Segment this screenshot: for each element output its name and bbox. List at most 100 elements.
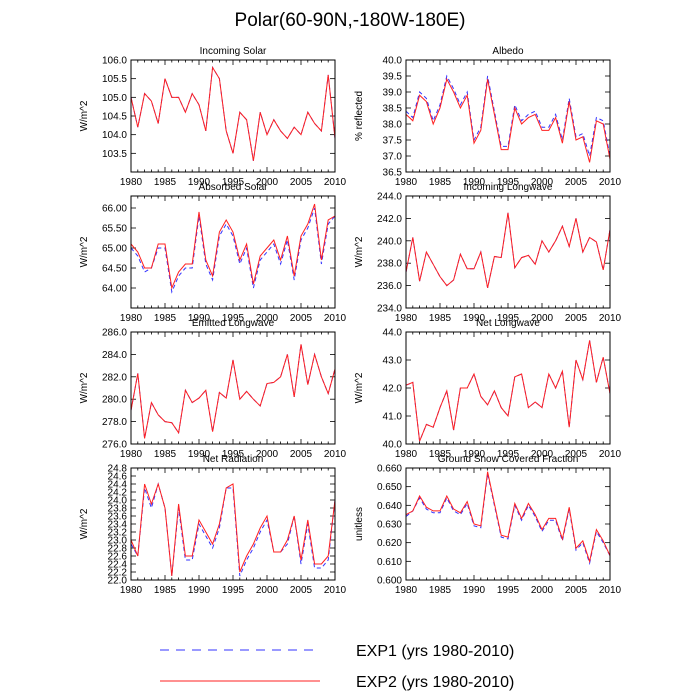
y-tick-label: 284.0	[102, 350, 127, 361]
x-tick-label: 1985	[154, 313, 177, 324]
x-tick-label: 1985	[429, 449, 452, 460]
y-axis-label: W/m^2	[354, 236, 365, 267]
y-tick-label: 24.2	[108, 488, 128, 499]
panel-title: Net Radiation	[203, 454, 264, 465]
y-tick-label: 276.0	[102, 440, 127, 451]
x-tick-label: 1980	[395, 585, 418, 596]
series-exp1-line	[130, 482, 336, 577]
y-tick-label: 280.0	[102, 395, 127, 406]
x-tick-label: 2010	[324, 449, 347, 460]
x-tick-label: 1985	[429, 177, 452, 188]
y-tick-label: 37.5	[383, 136, 403, 147]
y-tick-label: 24.6	[108, 472, 128, 483]
y-tick-label: 236.0	[377, 281, 402, 292]
y-tick-label: 24.4	[108, 480, 128, 491]
series-exp1-line	[130, 344, 336, 439]
x-tick-label: 1985	[429, 585, 452, 596]
series-exp2-line	[130, 65, 336, 161]
y-tick-label: 38.5	[383, 104, 403, 115]
y-tick-label: 65.00	[102, 244, 127, 255]
x-tick-label: 2005	[290, 177, 313, 188]
y-tick-label: 24.0	[108, 496, 128, 507]
y-tick-label: 65.50	[102, 224, 127, 235]
x-tick-label: 1985	[154, 585, 177, 596]
y-axis-label: W/m^2	[79, 372, 90, 403]
panel-incoming-solar: Incoming Solar W/m^2 1980 1985 1990 1995 2000 2…	[79, 46, 347, 188]
series-exp1-line	[405, 74, 611, 157]
y-tick-label: 103.5	[102, 149, 127, 160]
plot-frame	[130, 331, 336, 445]
y-tick-label: 22.0	[108, 576, 128, 587]
panel-albedo: Albedo % reflected 1980 1985 1990 1995 2000 200…	[354, 46, 622, 188]
y-tick-label: 234.0	[377, 304, 402, 315]
x-tick-label: 2005	[565, 313, 588, 324]
y-tick-label: 0.630	[377, 520, 402, 531]
plot-frame	[130, 59, 336, 173]
panel-net-longwave: Net Longwave W/m^2 1980 1985 1990 1995 2000 200…	[354, 318, 622, 460]
y-tick-label: 23.6	[108, 512, 128, 523]
x-tick-label: 1995	[497, 449, 520, 460]
x-tick-label: 2010	[599, 585, 622, 596]
panel-title: Incoming Solar	[200, 46, 267, 57]
y-tick-label: 282.0	[102, 372, 127, 383]
y-tick-label: 24.8	[108, 464, 128, 475]
y-tick-label: 39.0	[383, 88, 403, 99]
panel-net-radiation: Net Radiation W/m^2 1980 1985 1990 1995 2000 20…	[79, 454, 347, 596]
x-tick-label: 2010	[324, 585, 347, 596]
plot-frame	[405, 59, 611, 173]
y-tick-label: 64.00	[102, 284, 127, 295]
y-tick-label: 40.0	[383, 56, 403, 67]
x-tick-label: 2010	[324, 177, 347, 188]
x-tick-label: 2005	[565, 177, 588, 188]
x-tick-label: 2010	[599, 449, 622, 460]
y-tick-label: 23.0	[108, 536, 128, 547]
y-tick-label: 0.650	[377, 482, 402, 493]
x-tick-label: 2000	[531, 313, 554, 324]
y-axis-label: W/m^2	[79, 508, 90, 539]
x-tick-label: 2005	[290, 313, 313, 324]
panel-absorbed-solar: Absorbed Solar W/m^2 1980 1985 1990 1995 2000 2…	[79, 182, 347, 324]
y-axis-label: % reflected	[354, 91, 365, 141]
panel-ground-snow-covered-fraction: Ground Snow Covered Fraction unitless 1980…	[354, 454, 622, 596]
y-tick-label: 44.0	[383, 328, 403, 339]
panel-emitted-longwave: Emitted Longwave W/m^2 1980 1985 1990 1995 200…	[79, 318, 347, 460]
y-tick-label: 0.640	[377, 501, 402, 512]
x-tick-label: 1990	[188, 585, 211, 596]
series-exp1-line	[130, 207, 336, 294]
x-tick-label: 1995	[497, 177, 520, 188]
y-tick-label: 0.660	[377, 464, 402, 475]
y-tick-label: 23.2	[108, 528, 128, 539]
y-tick-label: 278.0	[102, 417, 127, 428]
x-tick-label: 2005	[290, 585, 313, 596]
y-tick-label: 105.5	[102, 74, 127, 85]
y-tick-label: 104.5	[102, 112, 127, 123]
x-tick-label: 1980	[395, 449, 418, 460]
y-axis-label: unitless	[354, 507, 365, 541]
y-tick-label: 0.620	[377, 538, 402, 549]
y-tick-label: 64.50	[102, 264, 127, 275]
x-tick-label: 1995	[222, 177, 245, 188]
series-exp2-line	[130, 344, 336, 439]
y-tick-label: 22.6	[108, 552, 128, 563]
panel-title: Ground Snow Covered Fraction	[438, 454, 579, 465]
panel-grid: Incoming Solar W/m^2 1980 1985 1990 1995 2000 2…	[79, 46, 622, 596]
y-tick-label: 36.5	[383, 168, 403, 179]
panel-incoming-longwave: Incoming Longwave W/m^2 1980 1985 1990 1995 20…	[354, 182, 622, 324]
y-tick-label: 244.0	[377, 192, 402, 203]
x-tick-label: 2010	[324, 313, 347, 324]
figure-title: Polar(60-90N,-180W-180E)	[235, 10, 466, 31]
y-tick-label: 38.0	[383, 120, 403, 131]
y-tick-label: 104.0	[102, 130, 127, 141]
series-exp1-line	[405, 340, 611, 442]
y-tick-label: 105.0	[102, 93, 127, 104]
series-exp2-line	[405, 212, 611, 288]
legend-exp2-label: EXP2 (yrs 1980-2010)	[356, 674, 514, 691]
x-tick-label: 1990	[463, 449, 486, 460]
x-tick-label: 1995	[497, 313, 520, 324]
x-tick-label: 1995	[222, 449, 245, 460]
x-tick-label: 2000	[531, 585, 554, 596]
series-exp2-line	[405, 471, 611, 564]
panel-title: Absorbed Solar	[199, 182, 269, 193]
y-tick-label: 240.0	[377, 236, 402, 247]
y-tick-label: 43.0	[383, 356, 403, 367]
